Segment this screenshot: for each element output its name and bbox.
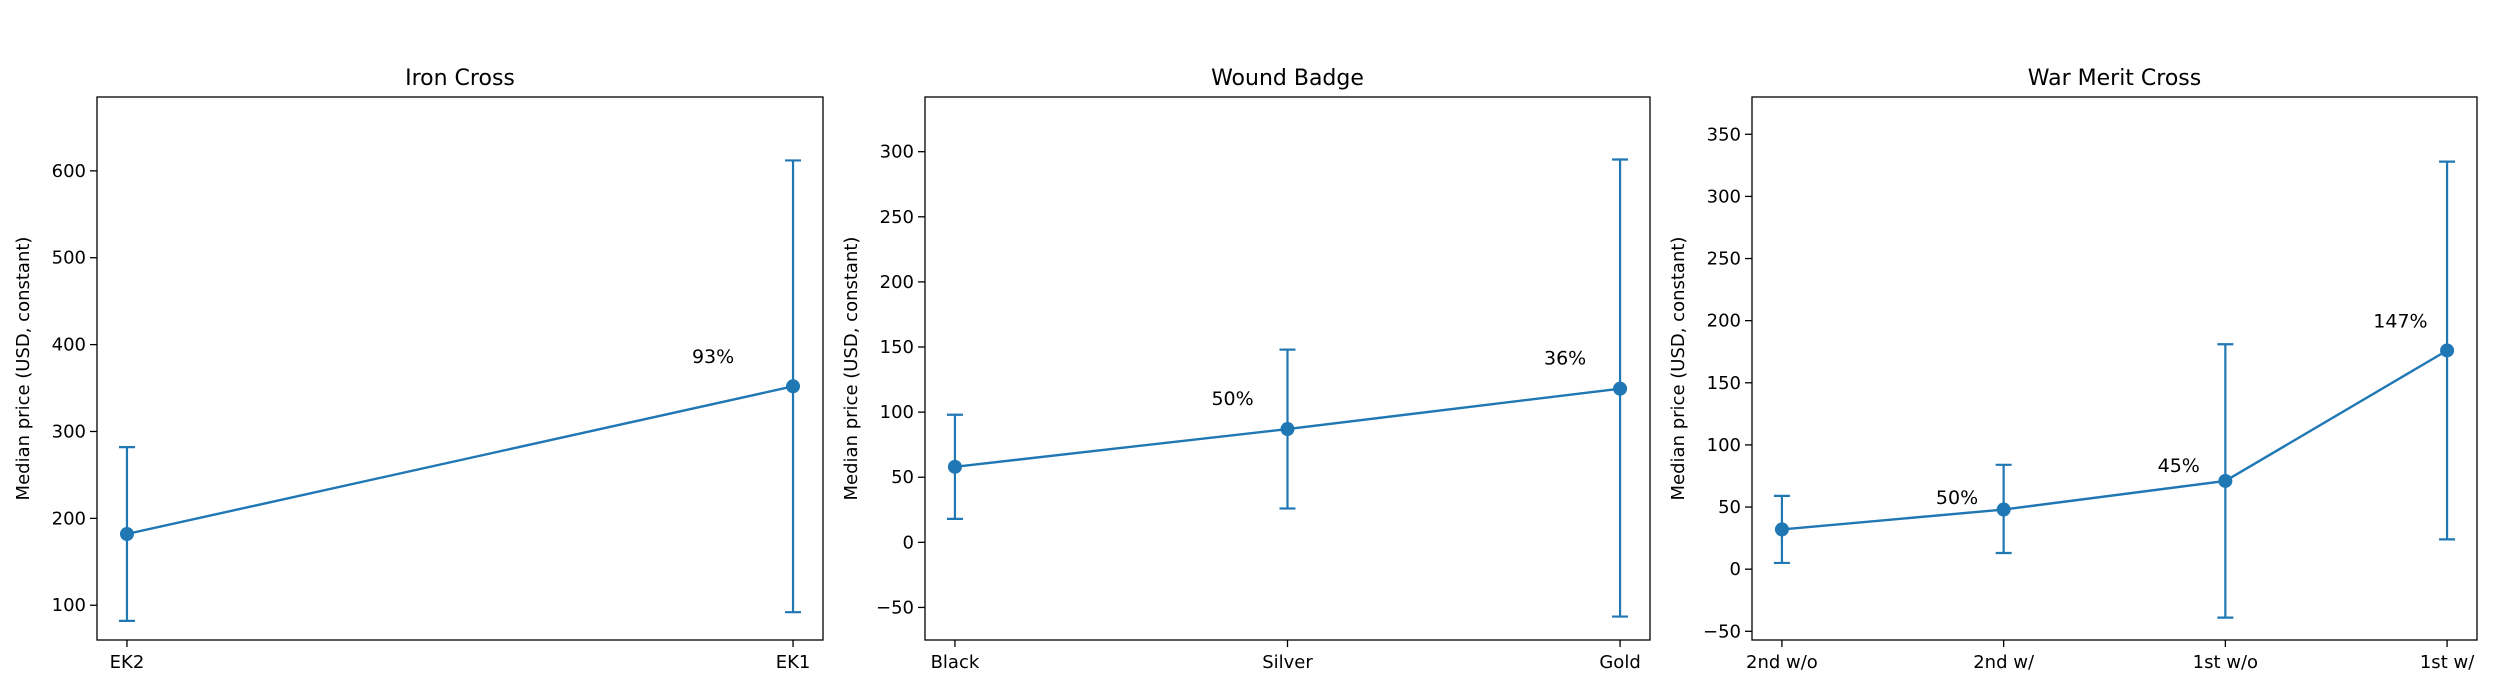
data-point	[1280, 422, 1295, 437]
data-point	[947, 459, 962, 474]
plot-frame-1	[96, 96, 824, 641]
x-tick-label: 1st w/	[2420, 652, 2475, 673]
y-tick-label: 350	[1707, 124, 1741, 145]
x-tick-label: EK2	[110, 652, 145, 673]
y-tick-label: 200	[880, 272, 914, 293]
y-axis-label-3: Median price (USD, constant)	[1668, 237, 1689, 501]
chart-title-2: Wound Badge	[1211, 66, 1364, 91]
x-tick-label: EK1	[776, 652, 811, 673]
series-line	[126, 385, 794, 536]
y-tick-label: 600	[52, 161, 86, 182]
pct-annotation: 45%	[2158, 455, 2200, 477]
data-point	[119, 527, 134, 542]
y-tick-label: 150	[880, 337, 914, 358]
x-tick-label: Black	[931, 652, 980, 673]
y-tick-label: 200	[52, 508, 86, 529]
y-tick-label: −50	[876, 597, 914, 618]
y-tick-label: 300	[52, 421, 86, 442]
x-tick-label: Silver	[1262, 652, 1313, 673]
y-tick-label: 500	[52, 248, 86, 269]
y-tick-label: 250	[880, 207, 914, 228]
pct-annotation: 147%	[2373, 311, 2427, 333]
data-point	[1996, 502, 2011, 517]
pct-annotation: 93%	[692, 346, 734, 368]
y-tick-label: 100	[880, 402, 914, 423]
x-tick-label: 2nd w/o	[1746, 652, 1818, 673]
plot-frame-3	[1751, 96, 2478, 641]
y-tick-label: 400	[52, 335, 86, 356]
x-tick-label: Gold	[1599, 652, 1640, 673]
y-tick-label: −50	[1703, 621, 1741, 642]
y-tick-label: 200	[1707, 311, 1741, 332]
x-tick-label: 2nd w/	[1973, 652, 2035, 673]
y-tick-label: 0	[903, 532, 914, 553]
pct-annotation: 50%	[1211, 388, 1253, 410]
series-line	[1781, 349, 2448, 531]
data-point	[786, 379, 801, 394]
y-tick-label: 250	[1707, 249, 1741, 270]
y-tick-label: 50	[1718, 497, 1741, 518]
x-tick-label: 1st w/o	[2193, 652, 2258, 673]
y-tick-label: 300	[1707, 186, 1741, 207]
chart-title-3: War Merit Cross	[2028, 66, 2201, 91]
data-point	[1774, 522, 1789, 537]
data-point	[2218, 473, 2233, 488]
data-point	[2440, 343, 2455, 358]
y-tick-label: 0	[1730, 559, 1741, 580]
pct-annotation: 36%	[1544, 347, 1586, 369]
y-axis-label-2: Median price (USD, constant)	[841, 237, 862, 501]
y-tick-label: 100	[52, 595, 86, 616]
y-tick-label: 300	[880, 142, 914, 163]
data-point	[1613, 381, 1628, 396]
chart-title-1: Iron Cross	[405, 66, 515, 91]
pct-annotation: 50%	[1936, 487, 1978, 509]
y-tick-label: 50	[891, 467, 914, 488]
y-tick-label: 100	[1707, 435, 1741, 456]
y-axis-label-1: Median price (USD, constant)	[13, 237, 34, 501]
y-tick-label: 150	[1707, 373, 1741, 394]
